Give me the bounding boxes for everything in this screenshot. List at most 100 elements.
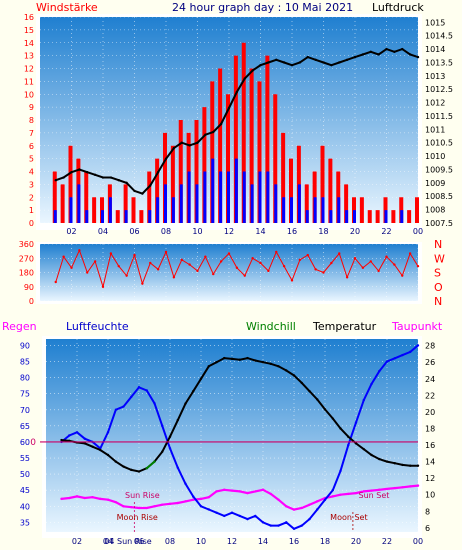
pressure-tick-label: 1015: [425, 18, 445, 27]
time-tick-label: 20: [350, 227, 360, 236]
temperature-point: [246, 356, 249, 360]
zero-line-label: 0: [30, 438, 36, 448]
pressure-point: [212, 130, 215, 134]
dewpoint-point: [393, 486, 396, 490]
wind-tick-label: 9: [29, 103, 34, 112]
dewpoint-point: [122, 505, 125, 508]
gust-bar: [179, 184, 183, 223]
temperature-point: [409, 464, 412, 467]
pressure-tick-label: 1010.5: [425, 139, 453, 148]
humidity-point: [300, 524, 303, 527]
pressure-point: [235, 90, 239, 94]
time-tick-label: 16: [289, 537, 299, 546]
legend-temperature: Temperatur: [312, 320, 377, 333]
temperature-point: [60, 438, 63, 442]
pressure-point: [259, 63, 262, 67]
wind-speed-title: Windstärke: [36, 1, 98, 14]
humidity-point: [331, 488, 334, 492]
temperature-point: [184, 402, 187, 405]
dewpoint-point: [308, 503, 311, 506]
temperature-point: [168, 435, 172, 438]
temperature-point: [385, 460, 389, 463]
gust-bar: [234, 158, 238, 223]
humidity-point: [137, 386, 141, 389]
pressure-point: [267, 61, 270, 64]
gust-bar: [321, 197, 325, 223]
wind-tick-label: 10: [24, 90, 34, 99]
dewpoint-point: [331, 495, 334, 498]
sunset-label: Sun Set: [358, 491, 389, 500]
wind-bar: [257, 81, 262, 223]
dewpoint-point: [184, 500, 187, 503]
gust-bar: [187, 171, 191, 223]
dewpoint-point: [285, 505, 288, 508]
dewpoint-point: [401, 486, 404, 489]
wind-bar: [218, 68, 223, 223]
temperature-point: [176, 418, 179, 422]
wind-bar: [84, 171, 89, 223]
humidity-tick-label: 55: [20, 454, 30, 463]
gust-bar: [124, 210, 128, 223]
dewpoint-point: [370, 489, 373, 492]
pressure-point: [330, 63, 333, 67]
pressure-tick-label: 1012.5: [425, 85, 453, 94]
temperature-point: [323, 408, 327, 411]
dewpoint-point: [347, 492, 350, 496]
temperature-point: [254, 359, 257, 362]
gust-bar: [290, 197, 293, 223]
pressure-point: [93, 173, 97, 177]
humidity-tick-label: 90: [20, 341, 30, 350]
wind-tick-label: 7: [29, 129, 34, 138]
time-tick-label: 06: [134, 537, 144, 546]
time-tick-label: 18: [318, 227, 328, 236]
direction-point: [275, 250, 278, 254]
gust-bar: [384, 210, 388, 223]
humidity-point: [393, 357, 396, 360]
dewpoint-point: [409, 485, 412, 488]
wind-bar: [391, 210, 396, 223]
humidity-point: [246, 517, 249, 521]
wind-panel-bars: [52, 42, 419, 223]
pressure-tick-label: 1013.5: [425, 58, 453, 67]
direction-point: [259, 261, 262, 265]
wind-bar: [241, 42, 246, 223]
direction-point: [314, 268, 317, 271]
direction-point: [227, 252, 231, 255]
humidity-point: [347, 443, 350, 447]
humidity-point: [215, 511, 218, 514]
sunrise-label: Sun Rise: [125, 491, 160, 500]
direction-point: [196, 269, 199, 273]
dewpoint-point: [91, 496, 94, 499]
wind-bar: [131, 197, 136, 223]
temperature-tick-label: 8: [425, 507, 430, 516]
axis-overlap-label: 04 Sun Rise: [104, 537, 151, 546]
dewpoint-point: [223, 488, 226, 491]
pressure-tick-label: 1011: [425, 125, 445, 134]
temperature-tick-label: 28: [425, 342, 435, 351]
humidity-point: [308, 517, 311, 521]
wind-bar: [375, 210, 380, 223]
dewpoint-point: [378, 488, 381, 491]
pressure-point: [180, 141, 183, 144]
humidity-point: [106, 431, 110, 434]
direction-degree-axis: 0 90 180 270 360: [19, 240, 34, 306]
dewpoint-point: [60, 497, 63, 501]
temperature-point: [106, 453, 110, 457]
moonrise-label: Moon Rise: [117, 513, 158, 522]
windchill-point: [153, 460, 156, 463]
wind-bar: [415, 197, 419, 223]
dewpoint-point: [99, 497, 102, 501]
dewpoint-point: [261, 488, 265, 491]
humidity-point: [168, 447, 172, 450]
dewpoint-point: [68, 496, 71, 500]
wind-bar: [367, 210, 372, 223]
wind-tick-label: 8: [29, 116, 34, 125]
pressure-point: [275, 58, 278, 62]
time-tick-label: 22: [381, 227, 391, 236]
dewpoint-point: [416, 484, 420, 487]
pressure-line-group: [54, 47, 420, 195]
legend-windchill: Windchill: [246, 320, 296, 333]
